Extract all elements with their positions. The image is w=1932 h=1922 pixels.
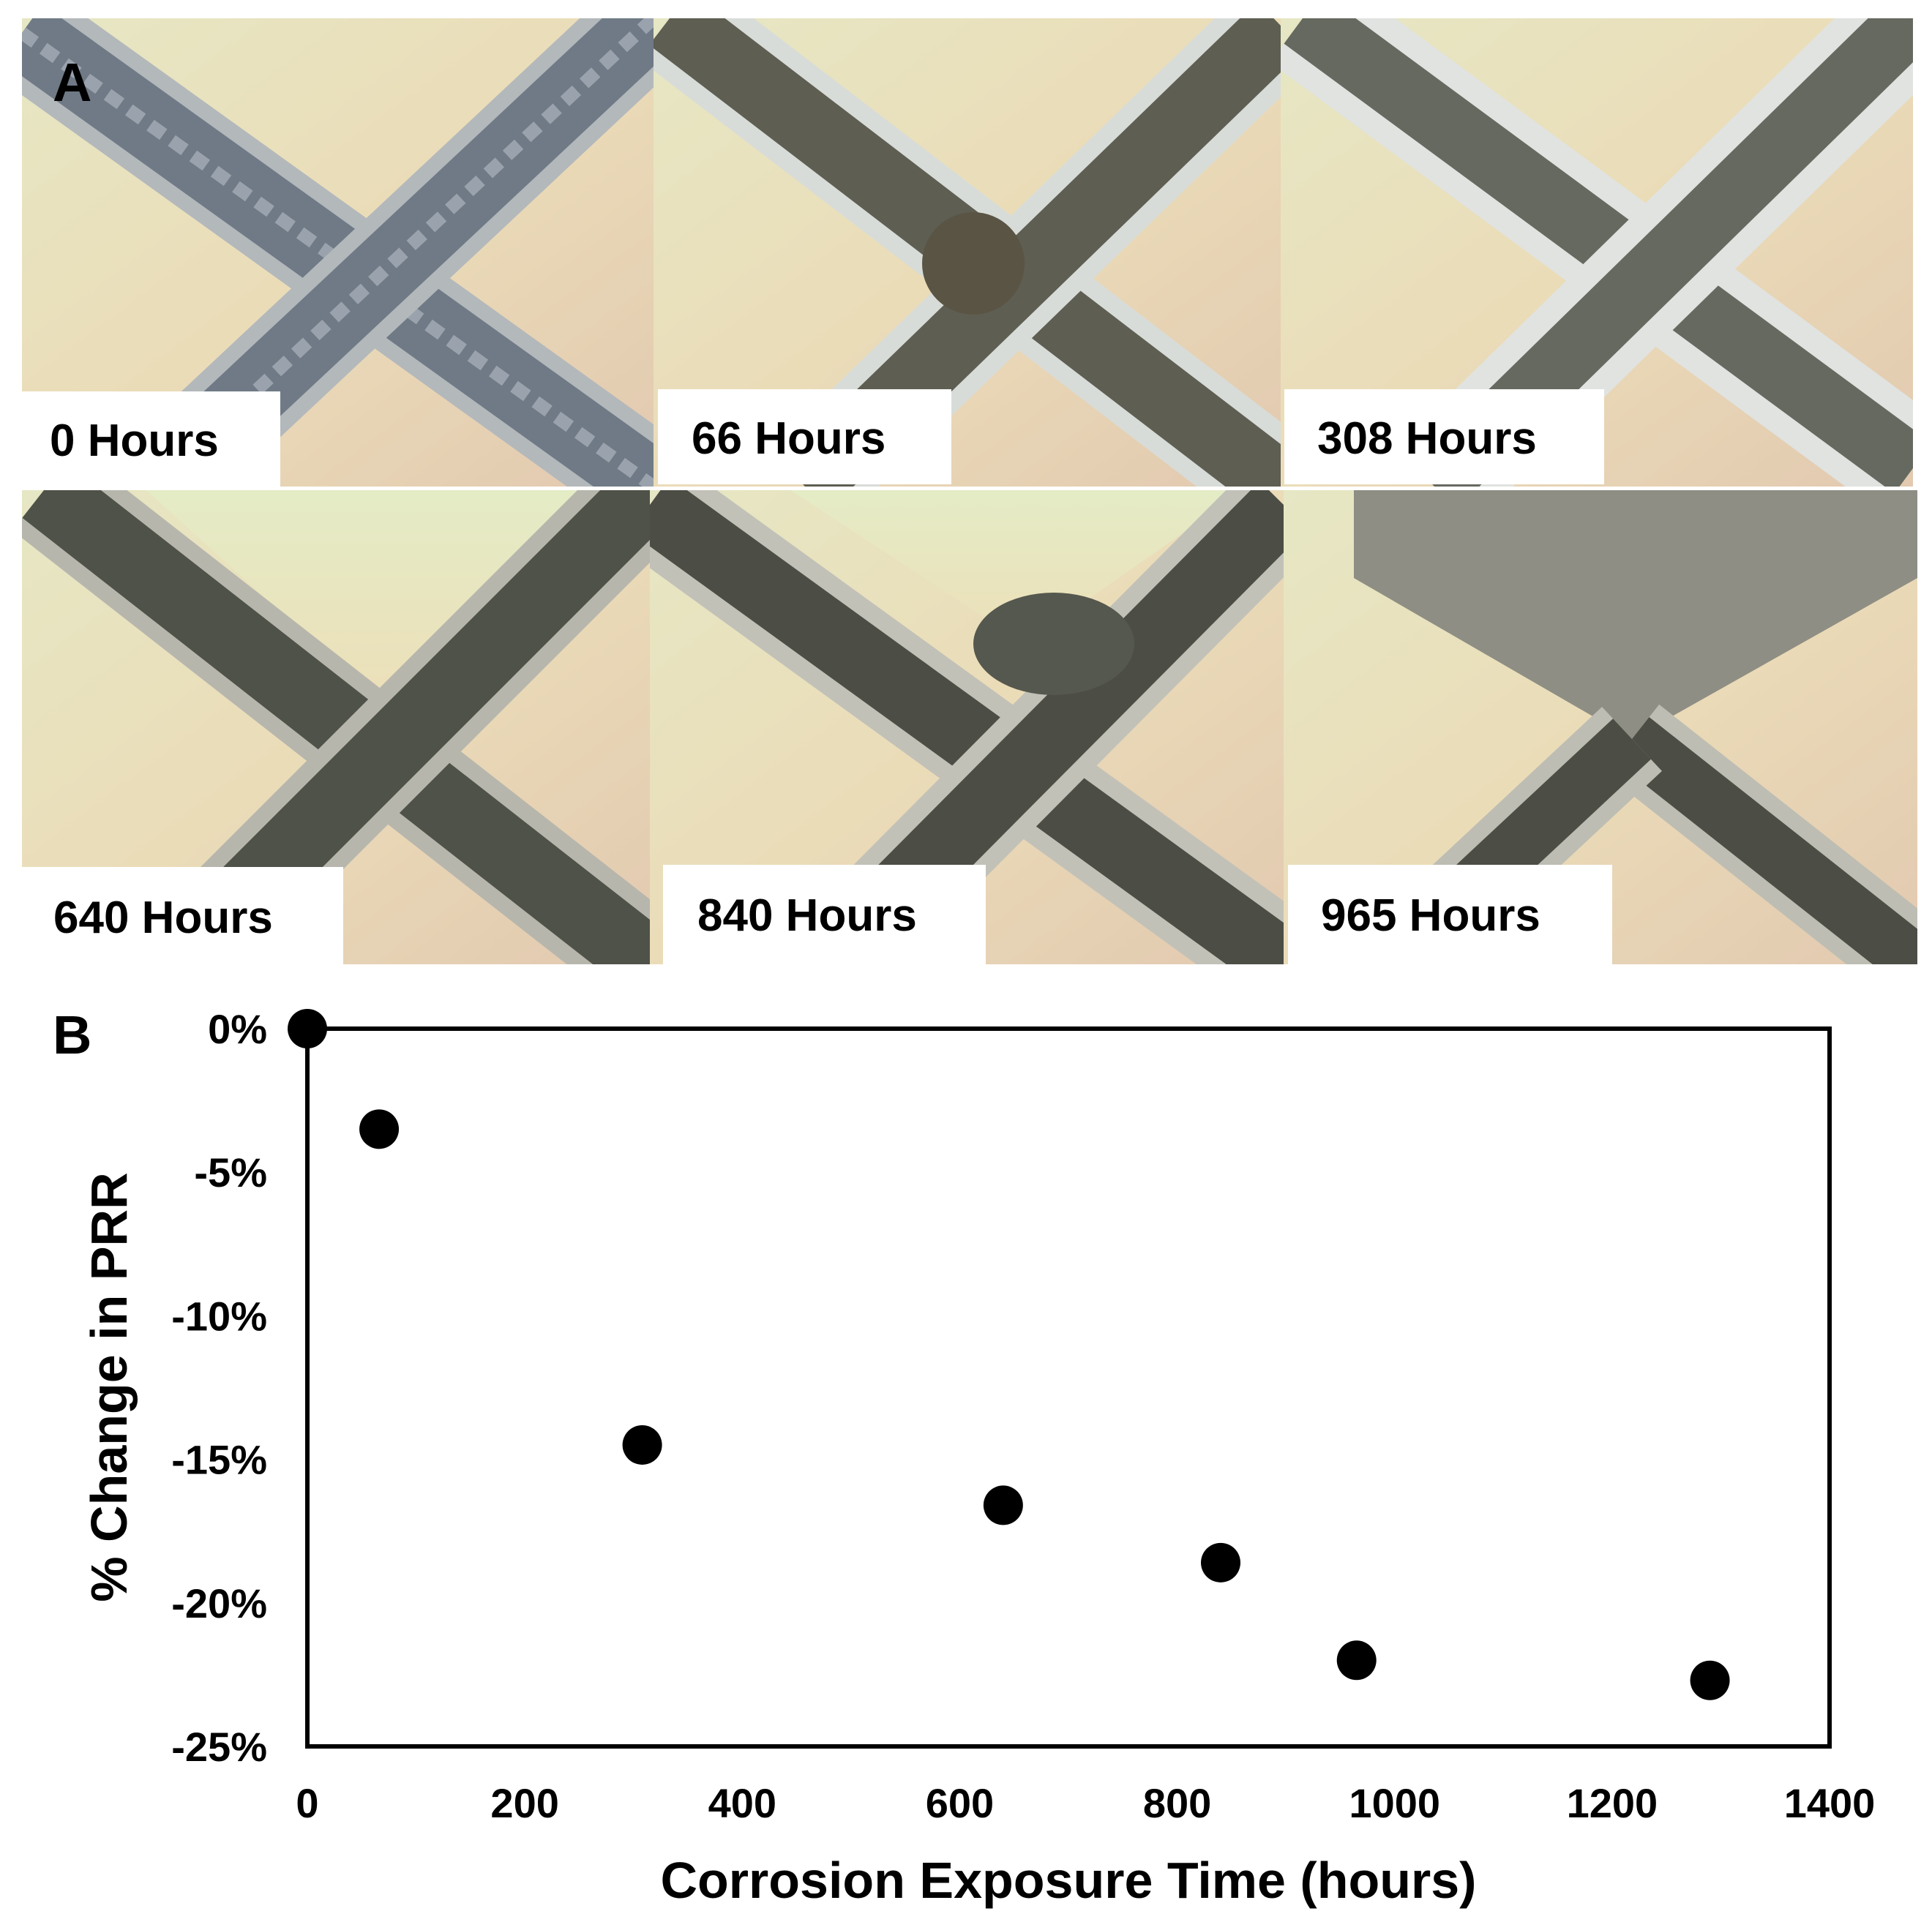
tile-label-640-hours: 640 Hours [53, 893, 273, 943]
panel-a: 0 Hours 66 Hours 308 Hours 640 Hours 840… [22, 18, 1917, 964]
data-points [288, 1009, 1730, 1700]
panel-letter-b: B [53, 1005, 91, 1065]
x-tick-label: 1200 [1567, 1780, 1658, 1826]
tile-label-66-hours: 66 Hours [692, 413, 886, 464]
tile-label-308-hours: 308 Hours [1317, 413, 1537, 464]
data-point [1690, 1660, 1730, 1700]
y-tick-label: -20% [171, 1580, 267, 1626]
y-tick-label: -15% [171, 1437, 267, 1483]
data-point [622, 1424, 662, 1465]
x-axis-title: Corrosion Exposure Time (hours) [661, 1852, 1477, 1909]
y-axis-ticks: 0% -5% -10% -15% -20% -25% [171, 1006, 267, 1770]
y-tick-label: -25% [171, 1724, 267, 1770]
panel-letter-a: A [53, 52, 91, 113]
data-point [288, 1009, 327, 1048]
x-tick-label: 1000 [1349, 1780, 1440, 1826]
data-point [983, 1485, 1023, 1525]
panel-b: B 0% -5% -10% -15% -20% -25% 0 200 400 600 800 100… [53, 1005, 1875, 1909]
tile-label-box [1288, 865, 1612, 964]
x-tick-label: 200 [490, 1780, 558, 1826]
tile-label-965-hours: 965 Hours [1321, 890, 1540, 941]
tile-label-box [658, 389, 951, 484]
tile-label-box [22, 867, 343, 964]
x-tick-label: 800 [1143, 1780, 1211, 1826]
data-point [1201, 1542, 1240, 1583]
x-tick-label: 1400 [1784, 1780, 1876, 1826]
tile-label-box [663, 865, 986, 964]
x-tick-label: 0 [296, 1780, 318, 1826]
x-tick-label: 400 [708, 1780, 776, 1826]
x-tick-label: 600 [926, 1780, 994, 1826]
plot-area-frame [305, 1026, 1832, 1749]
y-tick-label: -5% [194, 1149, 267, 1195]
y-tick-label: -10% [171, 1293, 267, 1339]
y-axis-title: % Change in PRR [80, 1172, 138, 1602]
data-point [1336, 1640, 1377, 1681]
tile-label-840-hours: 840 Hours [697, 890, 917, 941]
y-tick-label: 0% [208, 1006, 267, 1052]
x-axis-ticks: 0 200 400 600 800 1000 1200 1400 [296, 1780, 1875, 1826]
tile-label-box [1284, 389, 1604, 484]
data-point [359, 1109, 400, 1149]
tile-label-0-hours: 0 Hours [50, 416, 219, 466]
tile-label-box [22, 391, 280, 487]
